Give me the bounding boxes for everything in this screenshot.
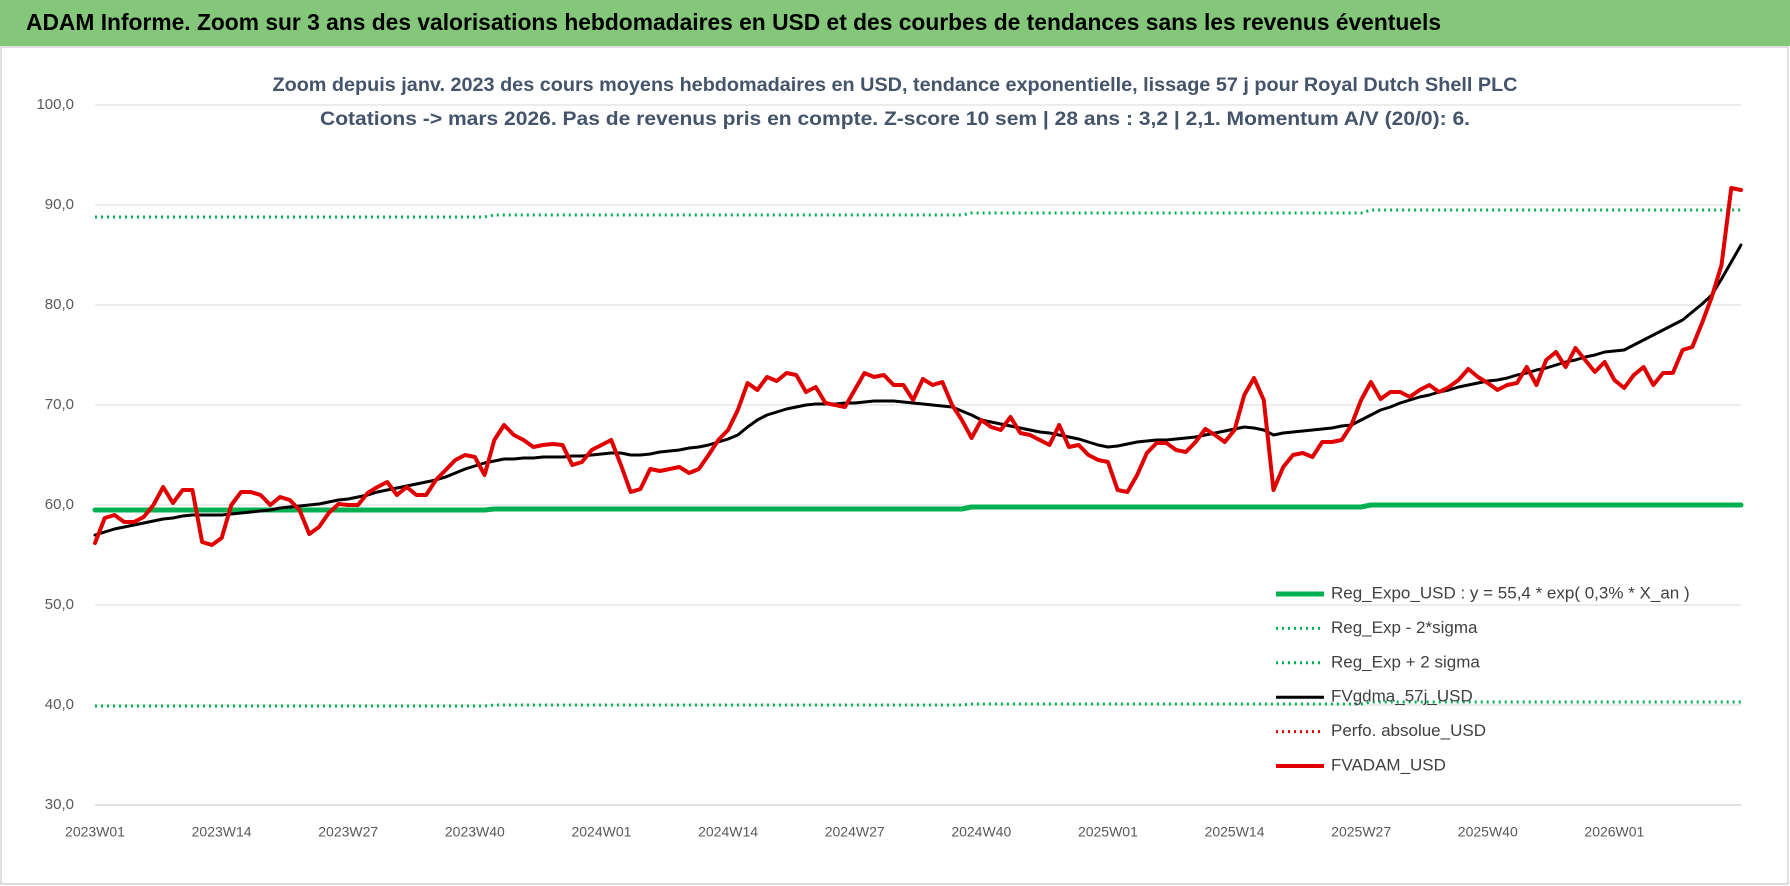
y-tick-label: 50,0: [45, 596, 74, 613]
y-tick-label: 60,0: [45, 496, 74, 513]
x-tick-label: 2024W40: [951, 824, 1011, 840]
y-tick-label: 80,0: [45, 296, 74, 313]
legend-label: Reg_Exp + 2 sigma: [1331, 652, 1480, 671]
chart-subtitle: Cotations -> mars 2026. Pas de revenus p…: [320, 109, 1470, 130]
legend-label: Perfo. absolue_USD: [1331, 721, 1486, 740]
x-tick-label: 2025W40: [1458, 824, 1518, 840]
x-tick-label: 2024W14: [698, 824, 758, 840]
series-line: [93, 186, 1743, 547]
y-tick-label: 70,0: [45, 396, 74, 413]
plot-area: [92, 186, 1744, 708]
x-tick-label: 2023W14: [192, 824, 252, 840]
series-line: [95, 700, 1741, 708]
legend-label: Reg_Exp - 2*sigma: [1331, 618, 1478, 637]
chart-title: ADAM Informe. Zoom sur 3 ans des valoris…: [26, 9, 1441, 35]
x-tick-label: 2023W40: [445, 824, 505, 840]
legend-label: FVADAM_USD: [1331, 755, 1446, 774]
chart-frame: [0, 46, 1789, 885]
series-line: [93, 243, 1743, 537]
legend: Reg_Expo_USD : y = 55,4 * exp( 0,3% * X_…: [1276, 583, 1690, 774]
y-tick-label: 30,0: [45, 796, 74, 813]
x-tick-label: 2025W14: [1205, 824, 1265, 840]
series-line: [95, 208, 1741, 219]
x-tick-label: 2023W01: [65, 824, 125, 840]
y-tick-label: 40,0: [45, 696, 74, 713]
y-tick-label: 100,0: [36, 96, 74, 113]
x-tick-label: 2024W27: [825, 824, 885, 840]
y-tick-label: 90,0: [45, 196, 74, 213]
x-tick-label: 2025W01: [1078, 824, 1138, 840]
x-tick-label: 2023W27: [318, 824, 378, 840]
series-line: [92, 502, 1744, 513]
x-tick-label: 2024W01: [571, 824, 631, 840]
title-bar: [0, 0, 1790, 46]
x-tick-label: 2026W01: [1584, 824, 1644, 840]
x-tick-label: 2025W27: [1331, 824, 1391, 840]
chart-subtitle: Zoom depuis janv. 2023 des cours moyens …: [273, 75, 1518, 96]
legend-label: FVgdma_57j_USD: [1331, 687, 1473, 706]
legend-label: Reg_Expo_USD : y = 55,4 * exp( 0,3% * X_…: [1331, 583, 1690, 602]
